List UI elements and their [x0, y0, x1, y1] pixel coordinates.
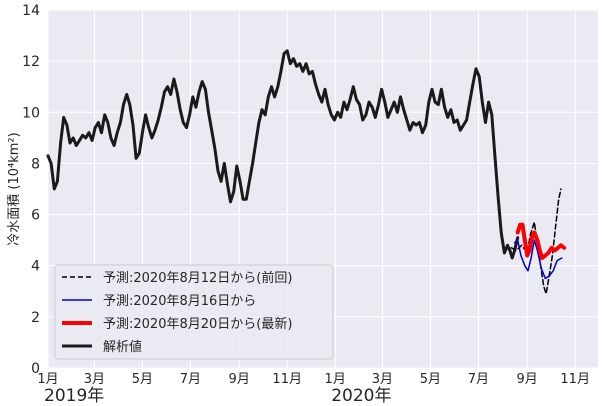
x-tick-label: 11月 [560, 372, 590, 387]
y-tick-labels: 0 2 4 6 8 10 12 14 [22, 3, 40, 377]
y-axis-label: 冷水面積 (10⁴km²) [7, 132, 22, 245]
x-tick-label: 1月 [325, 372, 346, 387]
x-tick-label: 5月 [132, 372, 153, 387]
series-line-1 [513, 239, 563, 280]
x-tick-label: 9月 [517, 372, 538, 387]
x-tick-label: 11月 [272, 372, 302, 387]
y-tick-label: 10 [22, 105, 40, 121]
y-tick-label: 14 [22, 3, 40, 19]
series-line-3 [46, 49, 520, 260]
y-tick-label: 0 [31, 361, 40, 377]
legend-label: 予測:2020年8月20日から(最新) [103, 316, 292, 332]
y-tick-label: 2 [31, 310, 40, 326]
x-tick-label: 3月 [84, 372, 105, 387]
x-tick-label: 1月 [37, 372, 58, 387]
x-tick-label: 7月 [180, 372, 201, 387]
legend-label: 予測:2020年8月16日から [103, 294, 256, 309]
x-tick-label: 5月 [420, 372, 441, 387]
legend-label: 予測:2020年8月12日から(前回) [103, 270, 292, 286]
legend: 予測:2020年8月12日から(前回) 予測:2020年8月16日から予測:202… [54, 264, 334, 360]
x-tick-label: 3月 [372, 372, 393, 387]
y-tick-label: 6 [31, 208, 40, 224]
x-tick-labels: 1月 3月 5月 7月 9月 11月 1月 3月 5月 7月 9月 11月 2019年 2020年 [37, 372, 590, 406]
x-tick-label: 9月 [229, 372, 250, 387]
y-tick-label: 8 [31, 156, 40, 172]
year-label: 2019年 [44, 386, 104, 406]
legend-label: 解析値 [103, 339, 142, 355]
y-tick-label: 4 [31, 259, 40, 275]
year-label: 2020年 [331, 386, 391, 406]
series-layer [46, 49, 567, 295]
x-tick-label: 7月 [468, 372, 489, 387]
legend-box [54, 264, 334, 360]
series-line-2 [515, 222, 567, 260]
y-tick-label: 12 [22, 54, 40, 70]
